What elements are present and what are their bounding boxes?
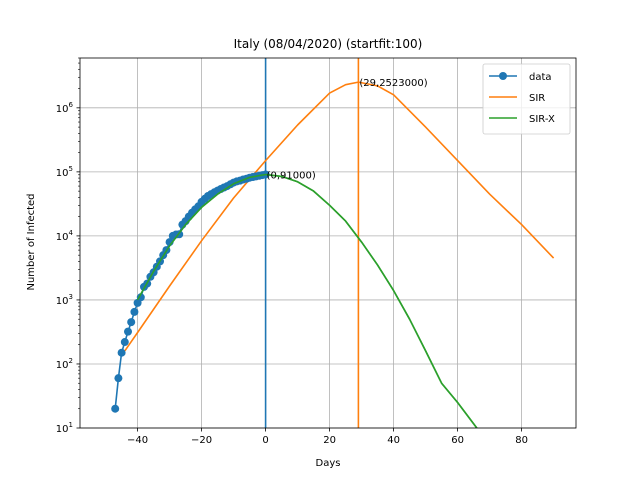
legend-label: data (529, 72, 552, 83)
data-point (130, 307, 139, 316)
series-line-sir-x-overlay (136, 173, 478, 428)
x-axis-label: Days (316, 458, 341, 469)
y-tick-exponent: 3 (69, 293, 73, 301)
y-tick-exponent: 6 (69, 101, 74, 109)
annotation-label: (29,2523000) (359, 78, 427, 89)
series-group (111, 58, 555, 428)
legend-marker (499, 72, 507, 80)
data-point (111, 404, 120, 413)
y-tick-exponent: 2 (69, 357, 73, 365)
x-tick-label: 20 (323, 435, 336, 446)
legend-box (482, 63, 571, 135)
legend: data SIR SIR-X (482, 63, 571, 135)
y-axis-label: Number of Infected (26, 193, 37, 290)
data-point (114, 374, 123, 383)
axes-frame (79, 57, 577, 429)
data-point (117, 348, 126, 357)
x-tick-label: 60 (451, 435, 464, 446)
y-tick-exponent: 4 (69, 229, 74, 237)
chart-title: Italy (08/04/2020) (startfit:100) (234, 37, 423, 51)
legend-label: SIR (529, 93, 545, 104)
data-point (120, 338, 129, 347)
y-tick-exponent: 1 (69, 421, 73, 429)
data-point (127, 318, 136, 327)
plot-area: (0,91000)(29,2523000)−40 −20 0 20 40 60 801011… (56, 57, 577, 446)
x-tick-label: 80 (515, 435, 528, 446)
legend-label: SIR-X (529, 114, 555, 125)
x-tick-label: 0 (262, 435, 268, 446)
x-tick-label: 40 (387, 435, 400, 446)
y-tick-exponent: 5 (69, 165, 73, 173)
data-point (124, 327, 132, 336)
series-line-sir (124, 81, 555, 352)
annotation-label: (0,91000) (267, 170, 316, 181)
x-tick-label: −20 (191, 435, 212, 446)
x-tick-label: −40 (127, 435, 148, 446)
